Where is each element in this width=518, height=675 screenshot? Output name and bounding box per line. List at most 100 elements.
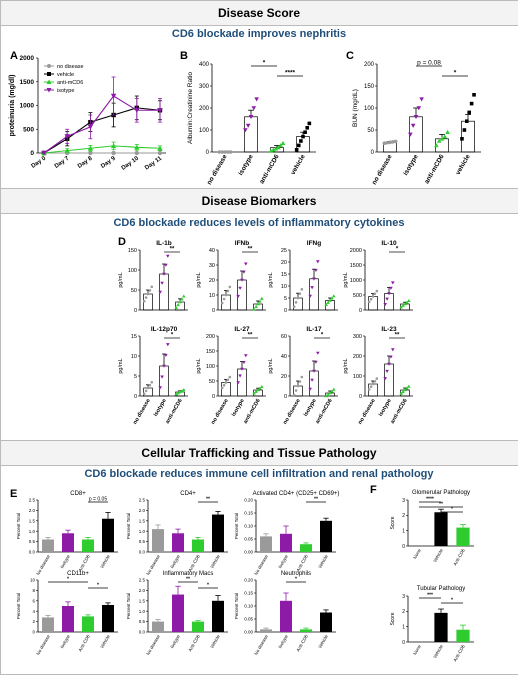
data-point <box>166 254 170 258</box>
data-point <box>222 297 226 301</box>
x-tick-label: No disease <box>253 554 269 576</box>
y-tick-label: 8 <box>32 588 35 593</box>
y-axis-label: pg/mL <box>196 358 202 373</box>
y-tick-label: 400 <box>199 62 210 68</box>
significance-label: * <box>451 598 453 604</box>
y-tick-label: 2000 <box>20 55 35 62</box>
x-tick-label: No disease <box>145 554 161 576</box>
panel-title: CD8+ <box>70 491 86 497</box>
x-tick-label: anti-mCD6 <box>258 153 281 185</box>
data-point <box>87 124 94 130</box>
y-tick-label: 0.0 <box>29 550 36 555</box>
data-point <box>467 110 472 115</box>
y-tick-label: 0 <box>212 394 215 400</box>
panel-title: IL-27 <box>234 326 250 333</box>
significance-label: * <box>97 583 99 589</box>
data-point <box>399 391 403 395</box>
y-tick-label: 100 <box>199 128 210 134</box>
panel-title: CD4+ <box>180 491 196 497</box>
significance-label: * <box>295 577 297 583</box>
data-point <box>401 303 405 307</box>
data-point <box>178 300 182 304</box>
x-tick-label: Day 11 <box>144 155 164 171</box>
significance-label: * <box>396 247 399 253</box>
y-tick-label: 2 <box>32 619 35 624</box>
y-tick-label: 1000 <box>20 103 35 110</box>
x-tick-label: No disease <box>35 634 51 656</box>
y-axis-label: Score <box>390 612 396 625</box>
y-tick-label: 0.5 <box>139 539 146 544</box>
bar <box>152 529 164 552</box>
x-tick-label: Vehicle <box>432 644 444 659</box>
y-axis-label: Percent Total <box>234 593 239 619</box>
data-point <box>157 108 163 113</box>
bar <box>293 297 303 311</box>
data-point <box>294 389 298 392</box>
x-tick-label: Isotype <box>59 634 71 649</box>
x-tick-label: isotype <box>153 398 168 418</box>
data-point <box>226 150 230 154</box>
y-tick-label: 20 <box>281 260 287 266</box>
y-tick-label: 15 <box>281 272 287 278</box>
x-tick-label: None <box>412 548 422 560</box>
y-tick-label: 0 <box>284 394 287 400</box>
significance-label: ** <box>186 577 190 583</box>
data-point <box>312 277 316 281</box>
data-point <box>242 360 246 365</box>
data-point <box>405 386 409 390</box>
series-line <box>43 95 160 154</box>
bar <box>368 296 378 311</box>
y-tick-label: 300 <box>199 84 210 90</box>
bar <box>62 606 74 632</box>
data-point <box>280 140 286 145</box>
panel-title: IFNg <box>307 240 321 247</box>
data-point <box>271 147 276 152</box>
y-axis-label: Percent Total <box>16 513 21 539</box>
y-tick-label: 0.5 <box>139 619 146 624</box>
data-point <box>222 383 226 387</box>
y-tick-label: 0 <box>32 630 35 635</box>
y-tick-label: 0.20 <box>244 498 253 503</box>
x-tick-label: Anti-CD6 <box>295 634 309 653</box>
data-point <box>176 391 180 395</box>
significance-label: p = 0.05 <box>89 497 107 503</box>
y-tick-label: 0.05 <box>244 617 253 622</box>
significance-label: ** <box>170 247 175 253</box>
x-tick-label: No disease <box>35 554 51 576</box>
data-point <box>375 377 379 380</box>
y-axis-label: BUN (mg/dL) <box>352 89 359 127</box>
y-tick-label: 100 <box>353 374 362 380</box>
y-tick-label: 6 <box>32 598 35 603</box>
x-tick-label: Vehicle <box>432 548 444 563</box>
data-point <box>332 294 336 298</box>
y-tick-label: 10 <box>131 354 137 360</box>
data-point <box>88 150 93 156</box>
data-point <box>162 364 166 368</box>
panel-letter-a: A <box>10 50 18 62</box>
significance-label: ** <box>206 497 210 503</box>
y-tick-label: 200 <box>206 334 215 340</box>
legend-marker <box>47 64 51 68</box>
panel-title: IFNb <box>235 240 249 247</box>
data-point <box>326 393 330 397</box>
section-subtitle-nephritis: CD6 blockade improves nephritis <box>171 28 347 40</box>
data-point <box>330 389 334 393</box>
x-tick-label: No disease <box>145 634 161 656</box>
x-tick-label: isotype <box>303 398 318 418</box>
data-point <box>296 384 300 388</box>
y-axis-label: pg/mL <box>196 272 202 287</box>
significance-label: * <box>207 583 209 589</box>
bar <box>152 621 164 632</box>
section-subtitle-cytokines: CD6 blockade reduces levels of inflammat… <box>113 217 405 229</box>
bar <box>320 520 332 552</box>
data-point <box>330 296 334 300</box>
significance-label: * <box>263 60 266 67</box>
significance-label: * <box>67 577 69 583</box>
significance-label: * <box>451 507 453 513</box>
y-tick-label: 50 <box>367 128 374 134</box>
data-point <box>134 150 139 156</box>
legend-label: anti-mCD6 <box>57 80 83 86</box>
y-tick-label: 25 <box>281 248 287 254</box>
y-tick-label: 0.00 <box>244 630 253 635</box>
y-tick-label: 5 <box>284 296 287 302</box>
